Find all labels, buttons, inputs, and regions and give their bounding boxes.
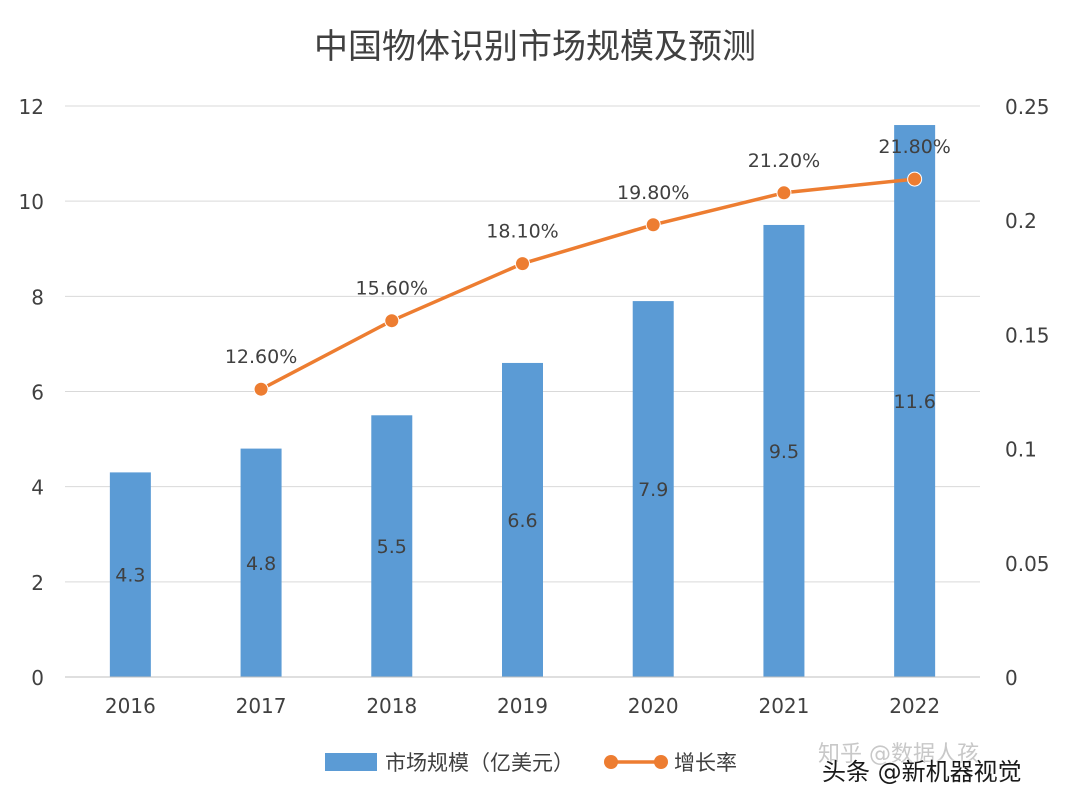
bar-value-label: 4.8 bbox=[246, 553, 276, 575]
growth-value-label: 18.10% bbox=[486, 221, 558, 243]
y-left-tick-label: 10 bbox=[19, 190, 44, 214]
bar bbox=[240, 448, 282, 677]
y-left-tick-label: 0 bbox=[31, 666, 44, 690]
chart-title: 中国物体识别市场规模及预测 bbox=[314, 27, 756, 67]
bar-value-label: 9.5 bbox=[769, 441, 799, 463]
y-right-tick-label: 0.2 bbox=[1005, 209, 1037, 233]
growth-value-label: 21.80% bbox=[878, 136, 950, 158]
bar bbox=[894, 125, 936, 678]
legend-marker bbox=[604, 755, 618, 769]
y-right-tick-label: 0.05 bbox=[1005, 552, 1050, 576]
x-tick-label: 2019 bbox=[497, 694, 548, 718]
bar-value-label: 4.3 bbox=[115, 565, 145, 587]
bar-value-label: 6.6 bbox=[507, 510, 537, 532]
growth-point bbox=[776, 185, 792, 201]
y-left-tick-label: 4 bbox=[31, 476, 44, 500]
growth-point bbox=[384, 313, 400, 329]
y-left-tick-label: 6 bbox=[31, 381, 44, 405]
legend-label-line: 增长率 bbox=[674, 751, 737, 775]
bar-value-label: 5.5 bbox=[377, 536, 407, 558]
bar-value-label: 7.9 bbox=[638, 479, 668, 501]
growth-value-label: 15.60% bbox=[356, 278, 428, 300]
watermark-toutiao: 头条 @新机器视觉 bbox=[822, 758, 1022, 786]
growth-point bbox=[515, 256, 530, 272]
y-right-tick-label: 0 bbox=[1005, 666, 1018, 690]
y-right-tick-label: 0.1 bbox=[1005, 438, 1037, 462]
bar bbox=[632, 301, 674, 677]
x-tick-label: 2018 bbox=[366, 694, 417, 718]
y-left-tick-label: 12 bbox=[19, 95, 44, 119]
bar bbox=[763, 224, 805, 678]
x-tick-label: 2016 bbox=[105, 694, 156, 718]
legend-marker bbox=[654, 755, 668, 769]
growth-point bbox=[907, 171, 923, 187]
x-tick-label: 2020 bbox=[628, 694, 679, 718]
growth-value-label: 21.20% bbox=[748, 150, 820, 172]
x-tick-label: 2017 bbox=[236, 694, 287, 718]
watermark-zhihu: 知乎 @数据人孩 bbox=[818, 742, 979, 767]
growth-value-label: 12.60% bbox=[225, 346, 297, 368]
x-tick-label: 2022 bbox=[889, 694, 940, 718]
legend-swatch-bar bbox=[325, 753, 377, 771]
growth-point bbox=[253, 381, 269, 397]
bar bbox=[502, 362, 543, 677]
x-tick-label: 2021 bbox=[758, 694, 809, 718]
bar bbox=[109, 472, 151, 677]
bar-value-label: 11.6 bbox=[893, 391, 935, 413]
growth-value-label: 19.80% bbox=[617, 182, 689, 204]
growth-line bbox=[260, 177, 915, 391]
growth-point bbox=[645, 217, 661, 233]
legend-label-bar: 市场规模（亿美元） bbox=[385, 751, 574, 775]
bar bbox=[371, 415, 413, 677]
y-left-tick-label: 8 bbox=[31, 285, 44, 309]
y-left-tick-label: 2 bbox=[31, 571, 44, 595]
y-right-tick-label: 0.15 bbox=[1005, 323, 1050, 347]
y-right-tick-label: 0.25 bbox=[1005, 95, 1050, 119]
